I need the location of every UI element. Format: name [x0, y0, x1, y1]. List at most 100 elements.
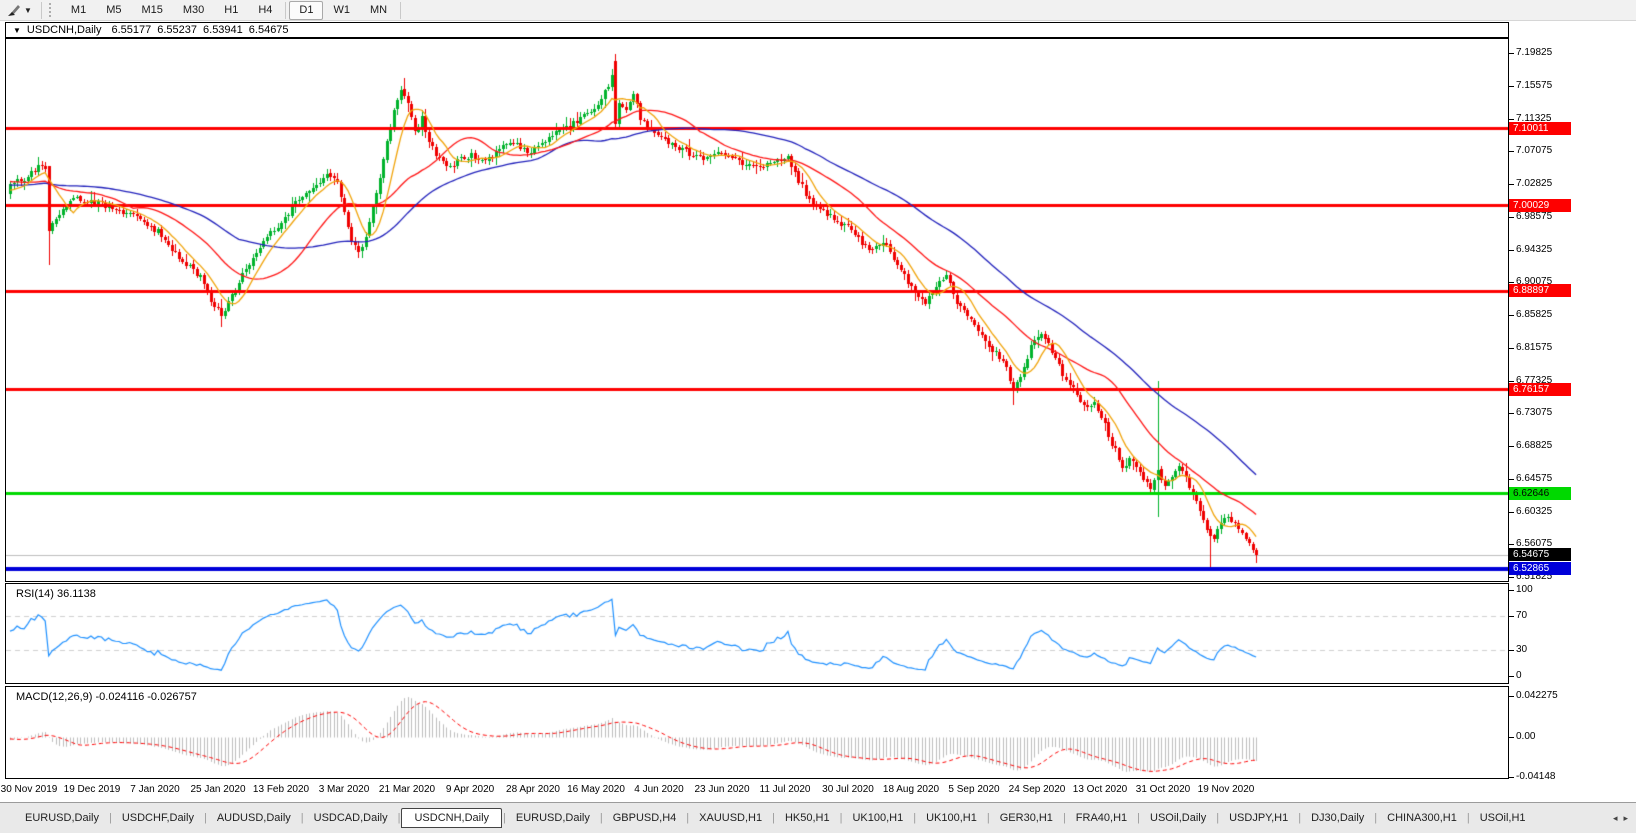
- tab-gbpusd-h4[interactable]: GBPUSD,H4: [612, 812, 677, 824]
- pencil-cursor-icon: [8, 5, 20, 16]
- axis-tick-mark: [1509, 777, 1514, 778]
- tab-separator: |: [1062, 812, 1066, 824]
- toolbar-grip-handle[interactable]: [48, 3, 54, 17]
- tab-separator: |: [503, 812, 506, 824]
- tab-uk100-h1[interactable]: UK100,H1: [926, 812, 977, 824]
- price-axis-label: 7.07075: [1516, 145, 1553, 156]
- tab-fra40-h1[interactable]: FRA40,H1: [1075, 812, 1128, 824]
- timeframe-button-m15[interactable]: M15: [141, 3, 163, 16]
- tab-usdcnh-daily[interactable]: USDCNH,Daily: [401, 808, 503, 828]
- tab-usdjpy-h1[interactable]: USDJPY,H1: [1229, 812, 1289, 824]
- axis-tick-mark: [1509, 577, 1514, 578]
- rsi-axis-label: 30: [1516, 644, 1528, 655]
- tab-separator: |: [913, 812, 917, 824]
- axis-tick-mark: [1509, 696, 1514, 697]
- rsi-canvas[interactable]: [6, 584, 1508, 683]
- x-axis-label: 19 Dec 2019: [63, 784, 121, 795]
- rsi-label: RSI(14) 36.1138: [16, 588, 96, 600]
- price-axis-label: 7.11325: [1516, 113, 1552, 124]
- axis-tick-mark: [1509, 446, 1514, 447]
- rsi-axis-label: 70: [1516, 610, 1528, 621]
- x-axis-label: 23 Jun 2020: [694, 784, 750, 795]
- chevron-down-icon: ▼: [24, 5, 32, 15]
- tab-scroll-right-icon[interactable]: ▸: [1623, 812, 1628, 823]
- tab-eurusd-daily[interactable]: EURUSD,Daily: [515, 812, 590, 824]
- axis-tick-mark: [1509, 315, 1514, 316]
- toolbar-separator: [40, 1, 42, 19]
- price-chart-canvas[interactable]: [6, 39, 1508, 581]
- axis-tick-mark: [1509, 650, 1514, 651]
- axis-tick-mark: [1509, 184, 1514, 185]
- tab-separator: |: [203, 812, 207, 824]
- x-axis-label: 9 Apr 2020: [445, 784, 495, 795]
- tab-xauusd-h1[interactable]: XAUUSD,H1: [699, 812, 763, 824]
- tab-separator: |: [300, 812, 304, 824]
- chart-title-bar: ▼ USDCNH,Daily 6.55177 6.55237 6.53941 6…: [5, 22, 1509, 38]
- x-axis-label: 19 Nov 2020: [1197, 784, 1255, 795]
- price-axis-label: 7.15575: [1516, 80, 1553, 91]
- x-axis-label: 11 Jul 2020: [759, 784, 811, 795]
- tab-separator: |: [397, 812, 401, 824]
- tab-usoil-h1[interactable]: USOil,H1: [1479, 812, 1526, 824]
- tab-separator: |: [1466, 812, 1470, 824]
- x-axis-label: 5 Sep 2020: [948, 784, 1000, 795]
- rsi-axis-label: 0: [1516, 670, 1522, 681]
- axis-tick-mark: [1509, 250, 1514, 251]
- price-axis-label: 6.98575: [1516, 211, 1553, 222]
- tab-hk50-h1[interactable]: HK50,H1: [784, 812, 830, 824]
- timeframe-button-m5[interactable]: M5: [106, 3, 122, 16]
- timeframe-toolbar: ▼ M1 M5 M15 M30 H1 H4 D1 W1 MN: [0, 0, 1636, 21]
- x-axis-label: 18 Aug 2020: [882, 784, 940, 795]
- timeframe-button-m30[interactable]: M30: [182, 3, 205, 16]
- macd-canvas[interactable]: [6, 687, 1508, 778]
- axis-tick-mark: [1509, 53, 1514, 54]
- toolbar-separator: [400, 1, 402, 19]
- macd-value: -0.024116 -0.026757: [95, 691, 197, 703]
- hline-price-badge: 6.62646: [1509, 487, 1571, 500]
- tab-usdcad-daily[interactable]: USDCAD,Daily: [313, 812, 388, 824]
- tab-separator: |: [1137, 812, 1141, 824]
- rsi-axis-label: 100: [1516, 584, 1533, 595]
- x-axis-label: 21 Mar 2020: [378, 784, 436, 795]
- collapse-triangle-icon[interactable]: ▼: [13, 25, 21, 35]
- x-axis-label: 24 Sep 2020: [1008, 784, 1066, 795]
- price-axis-gutter: 7.19825 7.15575 7.11325 7.07075 7.02825 6.985…: [1509, 0, 1636, 833]
- macd-axis-label: 0.042275: [1516, 690, 1558, 701]
- tab-china300-h1[interactable]: CHINA300,H1: [1387, 812, 1457, 824]
- tab-dj30-daily[interactable]: DJ30,Daily: [1311, 812, 1365, 824]
- draw-tool-button[interactable]: ▼: [5, 2, 38, 19]
- axis-tick-mark: [1509, 217, 1514, 218]
- axis-tick-mark: [1509, 348, 1514, 349]
- price-axis-label: 6.90075: [1516, 276, 1553, 287]
- hline-price-badge: 6.88897: [1509, 284, 1571, 297]
- tab-ger30-h1[interactable]: GER30,H1: [999, 812, 1053, 824]
- tab-usoil-daily[interactable]: USOil,Daily: [1150, 812, 1207, 824]
- price-axis-label: 6.94325: [1516, 244, 1553, 255]
- current-price-badge: 6.54675: [1509, 548, 1571, 561]
- axis-tick-mark: [1509, 119, 1514, 120]
- timeframe-button-m1[interactable]: M1: [70, 3, 87, 16]
- axis-tick-mark: [1509, 151, 1514, 152]
- tab-separator: |: [1298, 812, 1302, 824]
- timeframe-button-h4[interactable]: H4: [258, 3, 273, 16]
- axis-tick-mark: [1509, 676, 1514, 677]
- tab-eurusd-daily[interactable]: EURUSD,Daily: [25, 812, 99, 824]
- tab-separator: |: [839, 812, 843, 824]
- tab-audusd-daily[interactable]: AUDUSD,Daily: [216, 812, 291, 824]
- timeframe-button-w1[interactable]: W1: [333, 3, 350, 16]
- x-axis-label: 7 Jan 2020: [130, 784, 180, 795]
- price-axis-label: 6.73075: [1516, 407, 1553, 418]
- axis-tick-mark: [1509, 590, 1514, 591]
- tab-scroll-left-icon[interactable]: ◂: [1612, 812, 1618, 823]
- tab-separator: |: [108, 812, 112, 824]
- price-axis-label: 6.51825: [1516, 571, 1553, 582]
- hline-price-badge: 7.10011: [1509, 122, 1571, 135]
- toolbar-separator: [285, 1, 287, 19]
- timeframe-button-mn[interactable]: MN: [369, 3, 388, 16]
- x-axis-label: 13 Feb 2020: [252, 784, 310, 795]
- timeframe-button-h1[interactable]: H1: [224, 3, 239, 16]
- chart-tab-bar: EURUSD,Daily | USDCHF,Daily | AUDUSD,Daily | U…: [0, 802, 1636, 833]
- timeframe-button-d1[interactable]: D1: [289, 0, 324, 20]
- tab-usdchf-daily[interactable]: USDCHF,Daily: [121, 812, 194, 824]
- tab-uk100-h1[interactable]: UK100,H1: [852, 812, 904, 824]
